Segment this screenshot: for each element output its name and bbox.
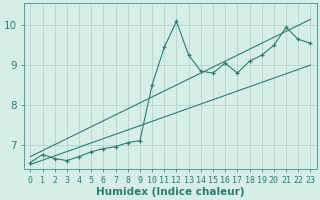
X-axis label: Humidex (Indice chaleur): Humidex (Indice chaleur): [96, 187, 244, 197]
